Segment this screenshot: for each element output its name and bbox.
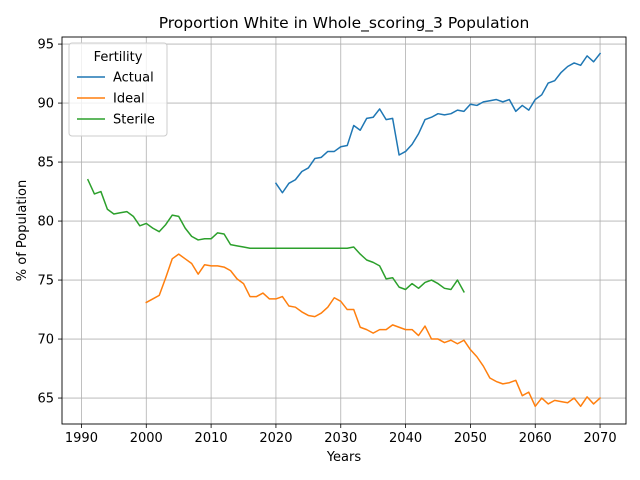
legend-entries: Actual Ideal Sterile (77, 71, 155, 128)
y-tick-label: 65 (37, 392, 54, 407)
x-tick-label: 2060 (519, 431, 552, 446)
x-tick-label: 2050 (454, 431, 487, 446)
legend-label: Sterile (113, 113, 155, 128)
legend-entry-actual: Actual (77, 71, 154, 86)
legend-entry-ideal: Ideal (77, 92, 145, 107)
legend-entry-sterile: Sterile (77, 113, 155, 128)
x-tick-label: 2070 (584, 431, 617, 446)
series-line-actual (274, 52, 602, 194)
series-line-sterile (86, 178, 465, 293)
legend-box (68, 42, 168, 137)
legend-label: Ideal (113, 92, 145, 107)
axis-ticks: 1990 2000 2010 2020 2030 2040 2050 2060 2070 65 70… (37, 38, 616, 446)
legend-label: Actual (113, 71, 154, 86)
x-axis-label: Years (326, 450, 362, 465)
x-tick-label: 2010 (195, 431, 228, 446)
y-tick-label: 70 (37, 333, 54, 348)
y-tick-label: 80 (37, 215, 54, 230)
legend: Fertility Actual Ideal Sterile (68, 42, 168, 137)
y-tick-label: 95 (37, 38, 54, 53)
series-lines (86, 52, 602, 408)
chart-title: Proportion White in Whole_scoring_3 Popu… (159, 14, 530, 33)
x-tick-label: 1990 (65, 431, 98, 446)
y-axis-label: % of Population (15, 180, 30, 281)
y-tick-label: 75 (37, 274, 54, 289)
x-tick-label: 2020 (259, 431, 292, 446)
x-tick-label: 2040 (389, 431, 422, 446)
y-tick-label: 90 (37, 97, 54, 112)
series-line-ideal (145, 253, 602, 408)
x-tick-label: 2000 (130, 431, 163, 446)
legend-title: Fertility (94, 50, 143, 65)
plot-frame (61, 36, 627, 425)
y-tick-label: 85 (37, 156, 54, 171)
x-tick-label: 2030 (324, 431, 357, 446)
